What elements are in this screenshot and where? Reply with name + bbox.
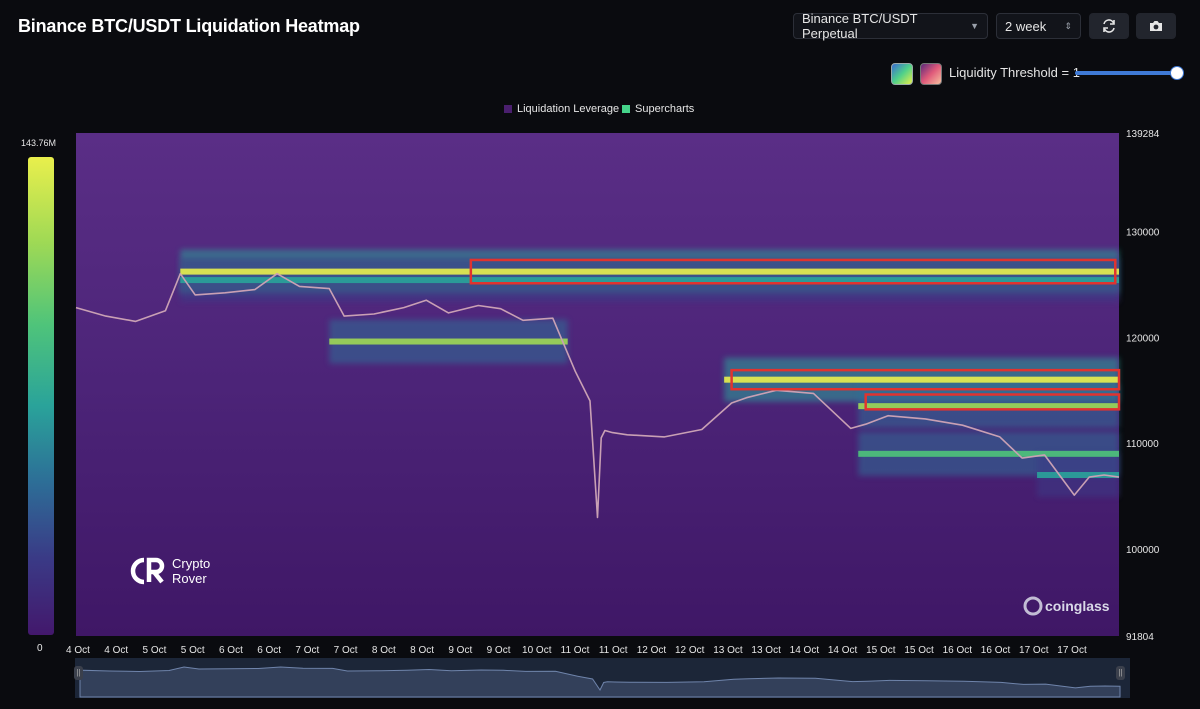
y-tick-label: 110000 — [1126, 439, 1159, 450]
liquidity-band — [180, 268, 1120, 275]
x-tick-label: 13 Oct — [713, 645, 743, 656]
navigator-left-handle[interactable]: || — [74, 666, 83, 680]
coinglass-icon — [1023, 596, 1043, 616]
liquidity-band — [329, 338, 568, 345]
pair-select[interactable]: Binance BTC/USDT Perpetual ▼ — [793, 11, 988, 41]
navigator[interactable] — [75, 658, 1130, 698]
liquidity-band — [858, 403, 1119, 410]
legend-swatch — [622, 105, 630, 113]
page-title: Binance BTC/USDT Liquidation Heatmap — [18, 16, 360, 36]
colorbar-min-label: 0 — [37, 643, 43, 654]
slider-track — [1075, 71, 1177, 75]
logo-mark — [146, 557, 165, 584]
x-tick-label: 9 Oct — [448, 645, 472, 656]
camera-icon — [1150, 21, 1162, 31]
x-tick-label: 4 Oct — [104, 645, 128, 656]
liquidity-band — [180, 277, 1120, 284]
x-tick-label: 12 Oct — [637, 645, 667, 656]
coinglass-watermark: coinglass — [1023, 596, 1110, 616]
x-tick-label: 14 Oct — [828, 645, 858, 656]
brand-line-1: Crypto — [172, 556, 210, 571]
x-tick-label: 11 Oct — [599, 645, 628, 656]
y-tick-label: 120000 — [1126, 333, 1160, 344]
range-select[interactable]: 2 week ⇕ — [996, 13, 1081, 39]
x-tick-label: 6 Oct — [257, 645, 281, 656]
price-line — [75, 272, 1120, 519]
logo-mark — [130, 557, 145, 585]
highlight-box — [469, 258, 1117, 285]
x-tick-label: 16 Oct — [943, 645, 973, 656]
palette-2-button[interactable] — [920, 63, 942, 85]
x-tick-label: 15 Oct — [866, 645, 896, 656]
x-tick-label: 10 Oct — [522, 645, 552, 656]
refresh-button[interactable] — [1089, 13, 1129, 39]
slider-thumb[interactable] — [1170, 66, 1184, 80]
legend-label: Supercharts — [635, 103, 695, 115]
screenshot-button[interactable] — [1136, 13, 1176, 39]
threshold-label: Liquidity Threshold = 1 — [949, 65, 1080, 80]
colorbar — [28, 157, 54, 635]
x-tick-label: 6 Oct — [219, 645, 243, 656]
pair-select-label: Binance BTC/USDT Perpetual — [802, 11, 918, 41]
legend-swatch — [504, 105, 512, 113]
y-tick-label: 139284 — [1126, 129, 1160, 140]
colorbar-max-label: 143.76M — [21, 138, 57, 148]
legend-label: Liquidation Leverage — [517, 103, 620, 115]
range-select-label: 2 week — [1005, 18, 1047, 34]
x-tick-label: 5 Oct — [143, 645, 167, 656]
x-tick-label: 16 Oct — [981, 645, 1011, 656]
x-tick-label: 17 Oct — [1057, 645, 1087, 656]
caret-down-icon: ▼ — [970, 21, 979, 31]
liquidity-band — [724, 376, 1119, 383]
x-tick-label: 4 Oct — [66, 645, 90, 656]
threshold-slider[interactable] — [1075, 66, 1184, 80]
legend-item-supercharts[interactable]: Supercharts — [622, 103, 694, 115]
x-tick-label: 12 Oct — [675, 645, 705, 656]
x-tick-label: 15 Oct — [904, 645, 934, 656]
navigator-series — [79, 666, 1121, 698]
x-tick-label: 8 Oct — [372, 645, 396, 656]
y-tick-label: 91804 — [1126, 632, 1154, 643]
x-tick-label: 8 Oct — [410, 645, 434, 656]
palette-1-button[interactable] — [891, 63, 913, 85]
x-tick-label: 7 Oct — [334, 645, 358, 656]
legend-item-liquidation-leverage[interactable]: Liquidation Leverage — [504, 103, 619, 115]
source-watermark: coinglass — [1045, 598, 1110, 614]
stepper-arrows-icon: ⇕ — [1064, 20, 1072, 31]
brand-line-2: Rover — [172, 571, 207, 586]
refresh-icon — [1103, 19, 1115, 33]
y-tick-label: 100000 — [1126, 545, 1160, 556]
x-tick-label: 17 Oct — [1019, 645, 1049, 656]
liquidity-band — [1037, 472, 1119, 479]
x-tick-label: 7 Oct — [295, 645, 319, 656]
x-tick-label: 14 Oct — [790, 645, 820, 656]
highlight-box — [730, 368, 1121, 391]
x-tick-label: 13 Oct — [751, 645, 781, 656]
y-tick-label: 130000 — [1126, 227, 1160, 238]
x-tick-label: 11 Oct — [561, 645, 590, 656]
x-tick-label: 9 Oct — [487, 645, 511, 656]
liquidity-band — [858, 450, 1119, 457]
x-tick-label: 5 Oct — [181, 645, 205, 656]
navigator-right-handle[interactable]: || — [1116, 666, 1125, 680]
highlight-box — [864, 393, 1121, 411]
crypto-rover-logo: Crypto Rover — [130, 556, 210, 586]
